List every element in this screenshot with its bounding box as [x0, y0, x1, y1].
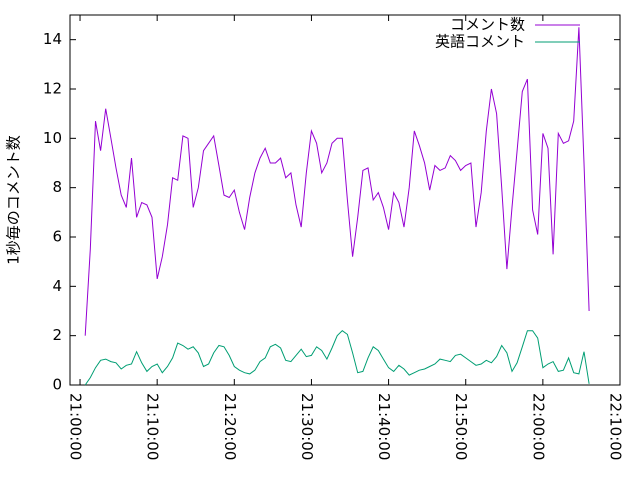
y-tick-label: 10 — [43, 129, 62, 147]
y-tick-label: 6 — [52, 228, 62, 246]
y-tick-label: 4 — [52, 277, 62, 295]
x-tick-label: 21:40:00 — [375, 393, 393, 460]
data-line — [84, 27, 590, 336]
legend-label: コメント数 — [450, 16, 525, 34]
y-tick-label: 2 — [52, 326, 62, 344]
y-tick-label: 8 — [52, 178, 62, 196]
data-line — [84, 330, 590, 386]
x-tick-label: 21:20:00 — [221, 393, 239, 460]
x-tick-label: 22:10:00 — [607, 393, 625, 460]
x-tick-label: 21:10:00 — [144, 393, 162, 460]
y-axis-label: 1秒毎のコメント数 — [5, 135, 23, 265]
plot-frame — [69, 14, 621, 386]
x-tick-label: 22:00:00 — [529, 393, 547, 460]
y-tick-label: 0 — [52, 376, 62, 394]
legend-label: 英語コメント — [435, 33, 525, 51]
y-tick-label: 14 — [43, 30, 62, 48]
x-tick-label: 21:00:00 — [67, 393, 85, 460]
y-tick-label: 12 — [43, 80, 62, 98]
x-tick-label: 21:30:00 — [298, 393, 316, 460]
x-tick-label: 21:50:00 — [452, 393, 470, 460]
